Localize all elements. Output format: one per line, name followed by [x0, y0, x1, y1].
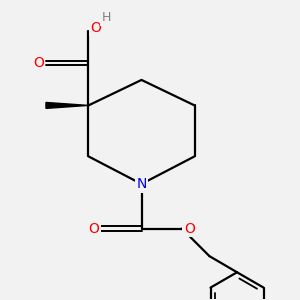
Text: O: O	[91, 21, 101, 35]
Text: O: O	[88, 222, 99, 236]
Text: H: H	[102, 11, 111, 24]
Text: O: O	[33, 56, 44, 70]
Text: N: N	[136, 177, 147, 191]
Polygon shape	[46, 102, 88, 108]
Text: O: O	[184, 222, 195, 236]
